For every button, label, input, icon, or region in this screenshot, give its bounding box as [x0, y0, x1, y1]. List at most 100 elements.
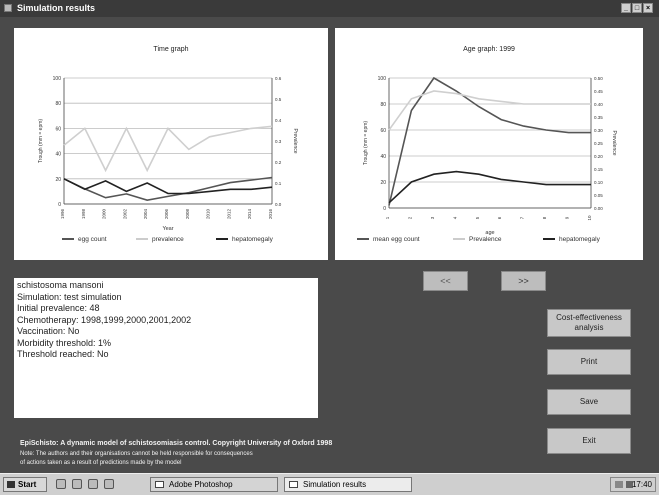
disclaimer-line-1: Note: The authors and their organisation… [20, 451, 253, 457]
app-quicklaunch-icon[interactable] [104, 479, 114, 489]
y2-tick-label: 0.40 [594, 102, 603, 107]
y2-tick-label: 0.0 [275, 202, 282, 207]
window-title: Simulation results [17, 3, 96, 13]
info-line-chemotherapy: Chemotherapy: 1998,1999,2000,2001,2002 [17, 314, 192, 325]
y2-tick-label: 0.10 [594, 180, 603, 185]
y2-tick-label: 0.35 [594, 115, 603, 120]
taskbar: Start Adobe Photoshop Simulation results… [0, 473, 659, 495]
age-graph-chart: 0 20 40 60 80 100 0.00 0.05 0.10 0.15 0.20 0.25 0.30… [363, 76, 617, 236]
y2-tick-label: 0.1 [275, 181, 282, 186]
legend-label: hepatomegaly [232, 236, 273, 243]
legend-label: prevalence [152, 236, 184, 243]
series-line-hepatomegaly [388, 170, 591, 204]
x-tick-label: 2004 [143, 208, 148, 219]
info-line-simulation: Simulation: test simulation [17, 291, 122, 302]
x-axis-label: age [485, 230, 494, 236]
y2-axis-label: Prevalence [611, 130, 617, 155]
x-tick-label: 9 [565, 216, 570, 219]
y-tick-label: 40 [380, 154, 386, 160]
start-button[interactable]: Start [3, 477, 47, 492]
legend-item-hepatomegaly: hepatomegaly [543, 236, 600, 243]
y-tick-label: 0 [383, 206, 386, 212]
age-graph-panel: Age graph: 1999 0 20 40 60 80 100 0.00 0.05 0.10… [335, 28, 643, 260]
exit-button[interactable]: Exit [547, 428, 631, 454]
browser-quicklaunch-icon[interactable] [56, 479, 66, 489]
photoshop-icon [155, 481, 164, 488]
title-bar: Simulation results _ □ × [0, 0, 659, 17]
windows-logo-icon [7, 481, 15, 488]
x-tick-label: 1998 [81, 208, 86, 219]
legend-item-hepatomegaly: hepatomegaly [216, 236, 273, 243]
legend-label: mean egg count [373, 236, 420, 243]
mail-quicklaunch-icon[interactable] [88, 479, 98, 489]
x-tick-label: 6 [497, 216, 502, 219]
network-icon[interactable] [626, 481, 633, 488]
save-button[interactable]: Save [547, 389, 631, 415]
time-graph-title: Time graph [153, 46, 189, 53]
taskbar-item-label: Simulation results [303, 480, 367, 489]
series-line-hepatomegaly [63, 178, 273, 195]
y2-tick-label: 0.25 [594, 141, 603, 146]
y2-tick-label: 0.05 [594, 193, 603, 198]
x-tick-label: 1996 [60, 208, 65, 219]
legend-item-prevalence: prevalence [136, 236, 184, 243]
x-tick-label: 4 [452, 216, 457, 219]
y-axis-label: Trough (mm = epm) [38, 119, 44, 163]
info-line-threshold: Threshold reached: No [17, 349, 109, 359]
disclaimer-line-2: of actions taken as a result of predicti… [20, 460, 182, 466]
desktop-quicklaunch-icon[interactable] [72, 479, 82, 489]
next-button[interactable]: >> [501, 271, 546, 291]
y-tick-label: 60 [380, 128, 386, 134]
time-graph-panel: Time graph 0 20 40 60 80 100 0.0 0.1 0.2 0.3 0.4 0.… [14, 28, 328, 260]
taskbar-item-simulation[interactable]: Simulation results [284, 477, 412, 492]
y2-tick-label: 0.15 [594, 167, 603, 172]
y-tick-label: 80 [55, 101, 61, 107]
age-graph-title: Age graph: 1999 [463, 46, 515, 53]
y-tick-label: 20 [380, 180, 386, 186]
y2-tick-label: 0.5 [275, 97, 282, 102]
y2-tick-label: 0.45 [594, 89, 603, 94]
x-tick-label: 2002 [122, 208, 127, 219]
x-tick-label: 2016 [268, 208, 273, 219]
time-graph-chart: 0 20 40 60 80 100 0.0 0.1 0.2 0.3 0.4 0.5 0.6 1996 199… [38, 76, 298, 232]
volume-icon[interactable] [615, 481, 623, 488]
info-line-prevalence: Initial prevalence: 48 [17, 303, 100, 313]
series-line-prevalence [63, 125, 273, 173]
y-tick-label: 60 [55, 126, 61, 132]
y2-tick-label: 0.50 [594, 76, 603, 81]
taskbar-item-label: Adobe Photoshop [169, 480, 233, 489]
y2-tick-label: 0.30 [594, 128, 603, 133]
legend-item-egg-count: egg count [62, 236, 107, 243]
legend-item-mean-egg-count: mean egg count [357, 236, 420, 243]
copyright-text: EpiSchisto: A dynamic model of schistoso… [20, 440, 333, 447]
info-line-disease: schistosoma mansoni [17, 280, 104, 290]
y2-axis-label: Prevalence [292, 128, 298, 153]
app-icon [4, 4, 12, 12]
x-tick-label: 2008 [185, 208, 190, 219]
cost-effectiveness-button[interactable]: Cost-effectiveness analysis [547, 309, 631, 337]
print-button[interactable]: Print [547, 349, 631, 375]
close-button[interactable]: × [643, 3, 653, 13]
legend-label: hepatomegaly [559, 236, 600, 243]
maximize-button[interactable]: □ [632, 3, 642, 13]
previous-button[interactable]: << [423, 271, 468, 291]
series-line-prevalence [388, 90, 591, 131]
x-tick-label: 10 [587, 215, 592, 221]
y2-tick-label: 0.3 [275, 139, 282, 144]
taskbar-item-photoshop[interactable]: Adobe Photoshop [150, 477, 278, 492]
x-tick-label: 2010 [206, 208, 211, 219]
y-tick-label: 100 [378, 76, 387, 82]
y-axis-label: Trough (mm = epm) [363, 121, 369, 165]
info-line-vaccination: Vaccination: No [17, 326, 80, 336]
x-tick-label: 2014 [247, 208, 252, 219]
start-label: Start [18, 480, 37, 489]
minimize-button[interactable]: _ [621, 3, 631, 13]
x-tick-label: 5 [475, 216, 480, 219]
y-tick-label: 100 [53, 76, 62, 82]
x-axis-label: Year [162, 226, 173, 232]
y2-tick-label: 0.00 [594, 206, 603, 211]
window-icon [289, 481, 298, 488]
x-tick-label: 8 [542, 216, 547, 219]
legend-label: egg count [78, 236, 107, 243]
x-tick-label: 2 [407, 216, 412, 219]
